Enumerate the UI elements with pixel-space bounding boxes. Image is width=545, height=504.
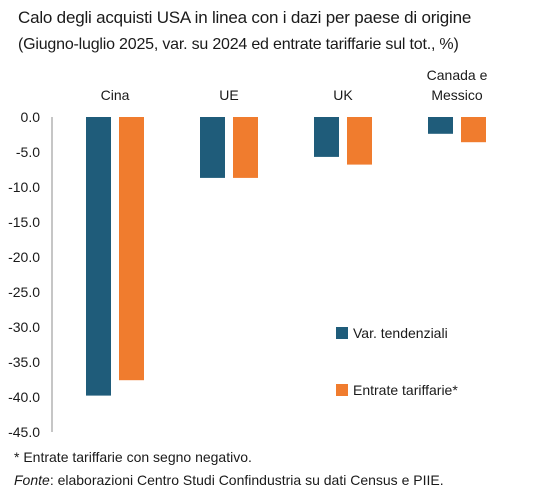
category-label: UK bbox=[333, 87, 353, 103]
y-tick-label: -45.0 bbox=[8, 424, 40, 440]
y-tick-label: -5.0 bbox=[16, 144, 40, 160]
source-text: : elaborazioni Centro Studi Confindustri… bbox=[49, 472, 444, 488]
bar-var-tendenziali bbox=[86, 117, 111, 396]
source-note: Fonte: elaborazioni Centro Studi Confind… bbox=[14, 472, 444, 488]
legend-label: Entrate tariffarie* bbox=[353, 382, 458, 398]
chart-title: Calo degli acquisti USA in linea con i d… bbox=[18, 8, 472, 27]
bar-var-tendenziali bbox=[314, 117, 339, 157]
bar-entrate-tariffarie bbox=[119, 117, 144, 381]
category-label: Canada e bbox=[427, 67, 488, 83]
y-tick-label: -30.0 bbox=[8, 319, 40, 335]
y-tick-label: -20.0 bbox=[8, 249, 40, 265]
category-label: Messico bbox=[431, 87, 483, 103]
y-tick-label: -40.0 bbox=[8, 389, 40, 405]
bar-entrate-tariffarie bbox=[347, 117, 372, 165]
y-tick-label: -10.0 bbox=[8, 179, 40, 195]
footnote: * Entrate tariffarie con segno negativo. bbox=[14, 449, 252, 465]
legend-swatch bbox=[336, 384, 348, 396]
source-label: Fonte bbox=[14, 472, 50, 488]
y-tick-label: -35.0 bbox=[8, 354, 40, 370]
bar-entrate-tariffarie bbox=[461, 117, 486, 143]
category-label: UE bbox=[219, 87, 238, 103]
chart-subtitle: (Giugno-luglio 2025, var. su 2024 ed ent… bbox=[18, 36, 459, 53]
legend-label: Var. tendenziali bbox=[353, 325, 448, 341]
legend-swatch bbox=[336, 327, 348, 339]
y-tick-label: -25.0 bbox=[8, 284, 40, 300]
bar-var-tendenziali bbox=[200, 117, 225, 178]
bar-entrate-tariffarie bbox=[233, 117, 258, 178]
y-tick-label: -15.0 bbox=[8, 214, 40, 230]
y-tick-label: 0.0 bbox=[21, 109, 41, 125]
bar-var-tendenziali bbox=[428, 117, 453, 134]
category-label: Cina bbox=[101, 87, 130, 103]
